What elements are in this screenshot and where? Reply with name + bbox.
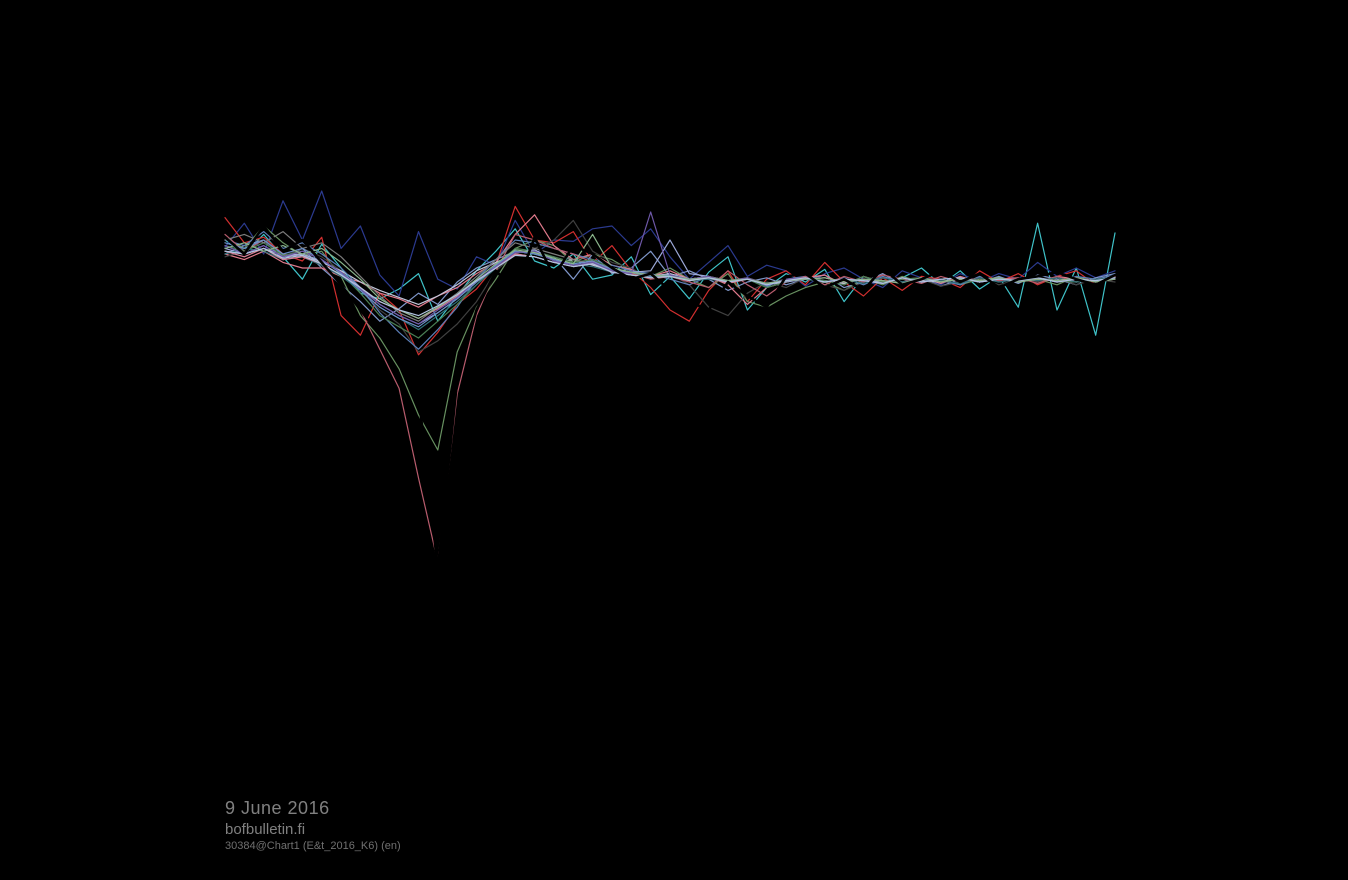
footer-site: bofbulletin.fi bbox=[225, 821, 401, 838]
series-s16 bbox=[225, 240, 1115, 327]
chart-footer: 9 June 2016 bofbulletin.fi 30384@Chart1 … bbox=[225, 798, 401, 852]
footer-date: 9 June 2016 bbox=[225, 798, 401, 819]
series-s5 bbox=[225, 226, 1115, 450]
series-s10 bbox=[225, 234, 1115, 562]
footer-ref: 30384@Chart1 (E&t_2016_K6) (en) bbox=[225, 840, 401, 852]
chart-plot-area bbox=[0, 0, 1348, 880]
